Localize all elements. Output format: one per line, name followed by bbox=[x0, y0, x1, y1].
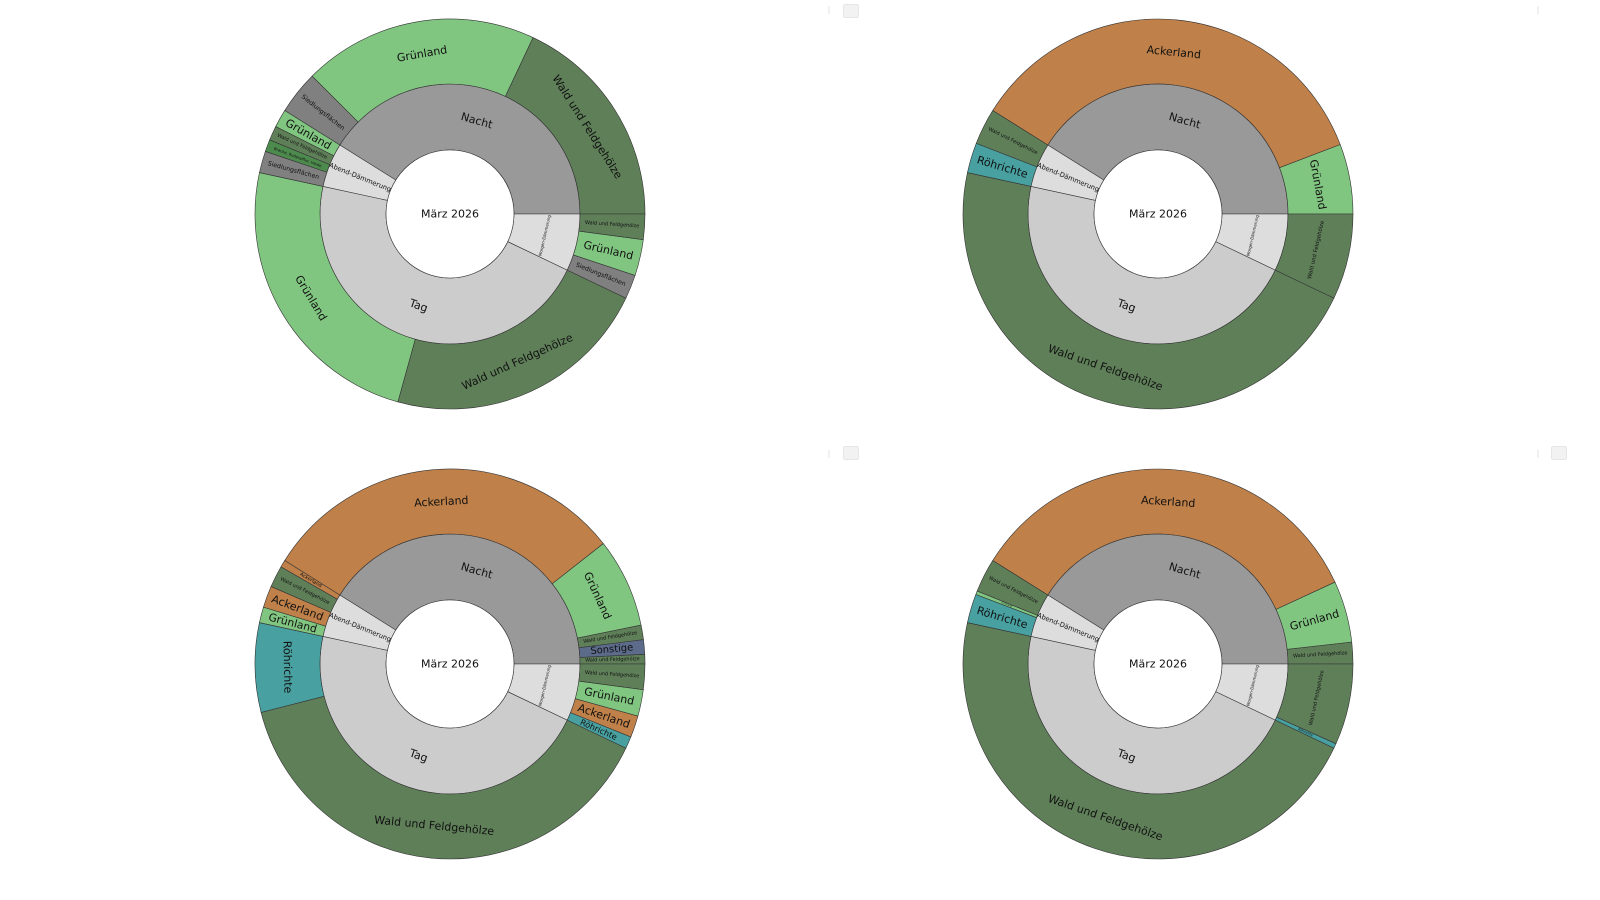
toolbar-camera-icon[interactable] bbox=[843, 4, 859, 18]
outer-segment-wald-und-feldgehoelze[interactable] bbox=[962, 172, 1335, 410]
outer-segment-wald-und-feldgehoelze[interactable] bbox=[962, 622, 1335, 860]
toolbar-divider bbox=[1537, 6, 1539, 14]
toolbar-divider bbox=[828, 6, 830, 14]
sunburst-chart-1: Nacht Wald und FeldgehölzeGrünlandSiedlun… bbox=[254, 18, 646, 410]
segment-label-tag: Tag bbox=[407, 746, 430, 765]
segment-label-ackerland: Ackerland bbox=[414, 494, 469, 510]
sunburst-chart-2: NachtGrünlandAckerlandAbend-DämmerungWal… bbox=[962, 18, 1354, 410]
segment-label-ackerland: Ackerland bbox=[1141, 494, 1196, 510]
segment-label-wald-und-feldgehoelze: Wald und Feldgehölze bbox=[585, 220, 640, 230]
segment-label-tag: Tag bbox=[1115, 746, 1138, 765]
outer-segment-wald-und-feldgehoelze[interactable] bbox=[578, 663, 646, 690]
outer-segment-ackerland[interactable] bbox=[992, 18, 1341, 169]
segment-label-wald-und-feldgehoelze: Wald und Feldgehölze bbox=[1293, 650, 1348, 659]
center-label: März 2026 bbox=[1129, 658, 1187, 671]
segment-label-tag: Tag bbox=[407, 296, 430, 315]
sunburst-panel-3: Nacht Wald und Feldgehölze Sonstige Wald un… bbox=[0, 446, 859, 900]
center-hole bbox=[385, 149, 515, 279]
segment-label-sonstige: Sonstige bbox=[590, 642, 634, 657]
segment-label-roehrichte: Röhrichte bbox=[1297, 727, 1313, 737]
center-label: März 2026 bbox=[421, 658, 479, 671]
outer-segment-wald-und-feldgehoelze[interactable] bbox=[1276, 663, 1354, 745]
segment-label-roehrichte: Röhrichte bbox=[281, 641, 295, 694]
center-hole bbox=[1093, 149, 1223, 279]
segment-label-wald-und-feldgehoelze: Wald und Feldgehölze bbox=[585, 670, 640, 680]
segment-label-tag: Tag bbox=[1115, 296, 1138, 315]
outer-segment-wald-und-feldgehoelze[interactable] bbox=[1274, 213, 1354, 299]
outer-segment-ackerland[interactable] bbox=[992, 468, 1336, 610]
segment-label-wald-und-feldgehoelze: Wald und Feldgehölze bbox=[585, 656, 640, 663]
toolbar-divider bbox=[828, 450, 830, 458]
outer-segment-wald-und-feldgehoelze[interactable] bbox=[578, 213, 646, 240]
sunburst-panel-4: Nacht Wald und Feldgehölze Grünland Ackerla… bbox=[800, 446, 1600, 900]
segment-label-ackerland: Ackerland bbox=[1146, 43, 1201, 61]
toolbar-camera-icon[interactable] bbox=[843, 446, 859, 460]
sunburst-panel-2: Nacht Grünland Ackerland Abend-Dämmerung Wal… bbox=[800, 0, 1600, 450]
segment-label-gruenland: Grünland bbox=[1001, 600, 1013, 608]
outer-segment-gruenland[interactable] bbox=[254, 172, 416, 403]
center-label: März 2026 bbox=[1129, 208, 1187, 221]
center-hole bbox=[385, 599, 515, 729]
sunburst-panel-1: Nacht Wald und Feldgehölze Grünland Siedlun… bbox=[0, 0, 859, 450]
outer-segment-ackerland[interactable] bbox=[284, 468, 604, 596]
toolbar-camera-icon[interactable] bbox=[1551, 446, 1567, 460]
toolbar-divider bbox=[1537, 450, 1539, 458]
center-hole bbox=[1093, 599, 1223, 729]
outer-segment-wald-und-feldgehoelze[interactable] bbox=[260, 695, 627, 860]
center-label: März 2026 bbox=[421, 208, 479, 221]
